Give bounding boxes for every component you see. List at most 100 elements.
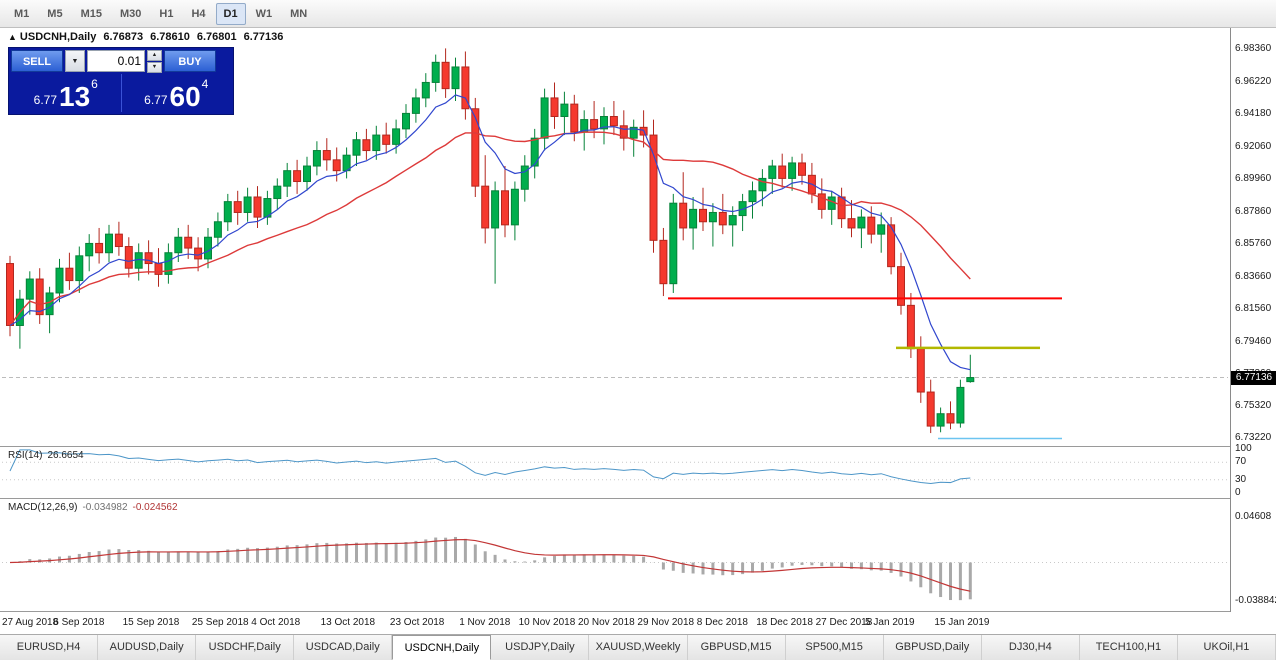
candle-up [768, 165, 777, 179]
candle-up [204, 236, 212, 260]
candle-up [223, 201, 232, 223]
price-scale-label: 6.73220 [1235, 432, 1272, 444]
sell-price-prefix: 6.77 [33, 93, 57, 107]
fast-ma-line [9, 94, 971, 371]
candle-down [798, 162, 806, 176]
candle-up [689, 208, 698, 229]
chart-tab-gbpusd-m15[interactable]: GBPUSD,M15 [687, 635, 786, 660]
chart-tab-ukoil-h1[interactable]: UKOil,H1 [1177, 635, 1276, 660]
buy-price-prefix: 6.77 [144, 93, 168, 107]
candle-up [877, 224, 886, 235]
candle-down [124, 246, 133, 269]
candle-up [174, 236, 183, 254]
candle-up [105, 233, 113, 254]
chart-symbol-label: USDCNH,Daily [19, 31, 97, 43]
chart-tab-usdchf-daily[interactable]: USDCHF,Daily [196, 635, 295, 660]
chart-tab-tech100-h1[interactable]: TECH100,H1 [1079, 635, 1178, 660]
lot-spinner: ▲ ▼ [147, 50, 162, 73]
candle-up [857, 216, 866, 229]
date-label: 20 Nov 2018 [578, 617, 635, 628]
candle-down [293, 170, 302, 183]
price-axis[interactable]: 6.98360 6.96220 6.94180 6.92060 6.89960 6.878… [1230, 28, 1276, 612]
timeframe-m15[interactable]: M15 [80, 7, 102, 20]
date-label: 5 Jan 2019 [865, 617, 915, 628]
candle-up [560, 103, 569, 117]
candle-up [213, 221, 222, 238]
timeframe-h4[interactable]: H4 [191, 7, 206, 20]
candle-down [847, 218, 856, 229]
chart-tab-dj30-h4[interactable]: DJ30,H4 [981, 635, 1080, 660]
candle-up [372, 134, 381, 152]
candle-up [45, 292, 54, 316]
macd-indicator-label: MACD(12,26,9) -0.034982 -0.024562 [8, 502, 178, 513]
chart-tab-gbpusd-daily[interactable]: GBPUSD,Daily [883, 635, 982, 660]
date-label: 29 Nov 2018 [637, 617, 695, 628]
candle-down [441, 61, 450, 90]
lot-spin-up-icon[interactable]: ▲ [147, 50, 162, 61]
chart-tab-sp500-m15[interactable]: SP500,M15 [785, 635, 884, 660]
price-scale-label: 6.75320 [1235, 399, 1272, 411]
timeframe-d1[interactable]: D1 [215, 2, 246, 25]
macd-signal-line [9, 538, 971, 592]
chart-tab-usdcad-daily[interactable]: USDCAD,Daily [294, 635, 393, 660]
timeframe-w1[interactable]: W1 [255, 7, 273, 20]
panel-separator[interactable] [0, 446, 1276, 447]
timeframe-m5[interactable]: M5 [47, 7, 63, 20]
buy-price-display[interactable]: 6.77 60 4 [122, 74, 232, 112]
chart-tab-xauusd-weekly[interactable]: XAUUSD,Weekly [589, 635, 688, 660]
rsi-value: 26.6654 [47, 450, 84, 461]
candle-down [906, 304, 915, 350]
rsi-scale-label: 70 [1235, 456, 1247, 468]
candle-down [778, 165, 787, 179]
timeframe-m1[interactable]: M1 [14, 7, 30, 20]
price-scale-label: 6.92060 [1235, 140, 1272, 152]
high-value: 6.78610 [150, 31, 190, 43]
sell-price-display[interactable]: 6.77 13 6 [11, 74, 121, 112]
candle-down [659, 239, 668, 285]
buy-price-pips: 60 [169, 81, 201, 113]
candle-down [926, 391, 935, 427]
candle-down [194, 247, 203, 260]
candle-up [402, 112, 410, 130]
chart-tab-usdjpy-daily[interactable]: USDJPY,Daily [491, 635, 590, 660]
chart-tab-usdcnh-daily[interactable]: USDCNH,Daily [392, 635, 492, 660]
time-axis[interactable]: 27 Aug 2018 6 Sep 2018 15 Sep 2018 25 Sep 2… [0, 612, 1230, 634]
candle-up [540, 97, 549, 139]
candle-down [481, 185, 490, 229]
timeframe-h1[interactable]: H1 [159, 7, 174, 20]
chart-tab-eurusd-h4[interactable]: EURUSD,H4 [0, 635, 99, 660]
price-scale-label: 6.98360 [1235, 43, 1272, 54]
candle-down [332, 159, 341, 172]
slow-ma-line [9, 131, 971, 326]
one-click-toggle-icon[interactable]: ▲ [8, 32, 17, 42]
candle-down [95, 242, 104, 254]
buy-button[interactable]: BUY [164, 50, 216, 72]
panel-separator[interactable] [0, 498, 1276, 499]
rsi-indicator-label: RSI(14) 26.6654 [8, 450, 84, 461]
candle-down [570, 103, 579, 133]
open-value: 6.76873 [103, 31, 144, 43]
lot-dropdown-button[interactable]: ▼ [65, 50, 85, 72]
candle-up [936, 413, 945, 427]
timeframe-mn[interactable]: MN [290, 7, 308, 20]
candle-up [510, 188, 519, 226]
price-scale-label: 6.81560 [1235, 303, 1272, 315]
date-label: 15 Jan 2019 [934, 617, 990, 628]
chart-tab-audusd-daily[interactable]: AUDUSD,Daily [98, 635, 197, 660]
candle-up [421, 81, 430, 99]
candle-up [352, 139, 361, 156]
candle-up [312, 150, 321, 167]
panel-separator[interactable] [0, 611, 1276, 612]
date-label: 1 Nov 2018 [459, 617, 511, 628]
candle-up [728, 215, 737, 226]
candle-up [273, 185, 282, 200]
price-scale-label: 6.89960 [1235, 173, 1272, 185]
timeframe-m30[interactable]: M30 [119, 7, 142, 20]
lot-spin-down-icon[interactable]: ▼ [147, 62, 162, 73]
lot-size-input[interactable] [87, 50, 145, 72]
date-label: 10 Nov 2018 [518, 617, 576, 628]
sell-button[interactable]: SELL [11, 50, 63, 72]
candle-up [629, 126, 638, 139]
price-scale-label: 6.79460 [1235, 335, 1272, 347]
